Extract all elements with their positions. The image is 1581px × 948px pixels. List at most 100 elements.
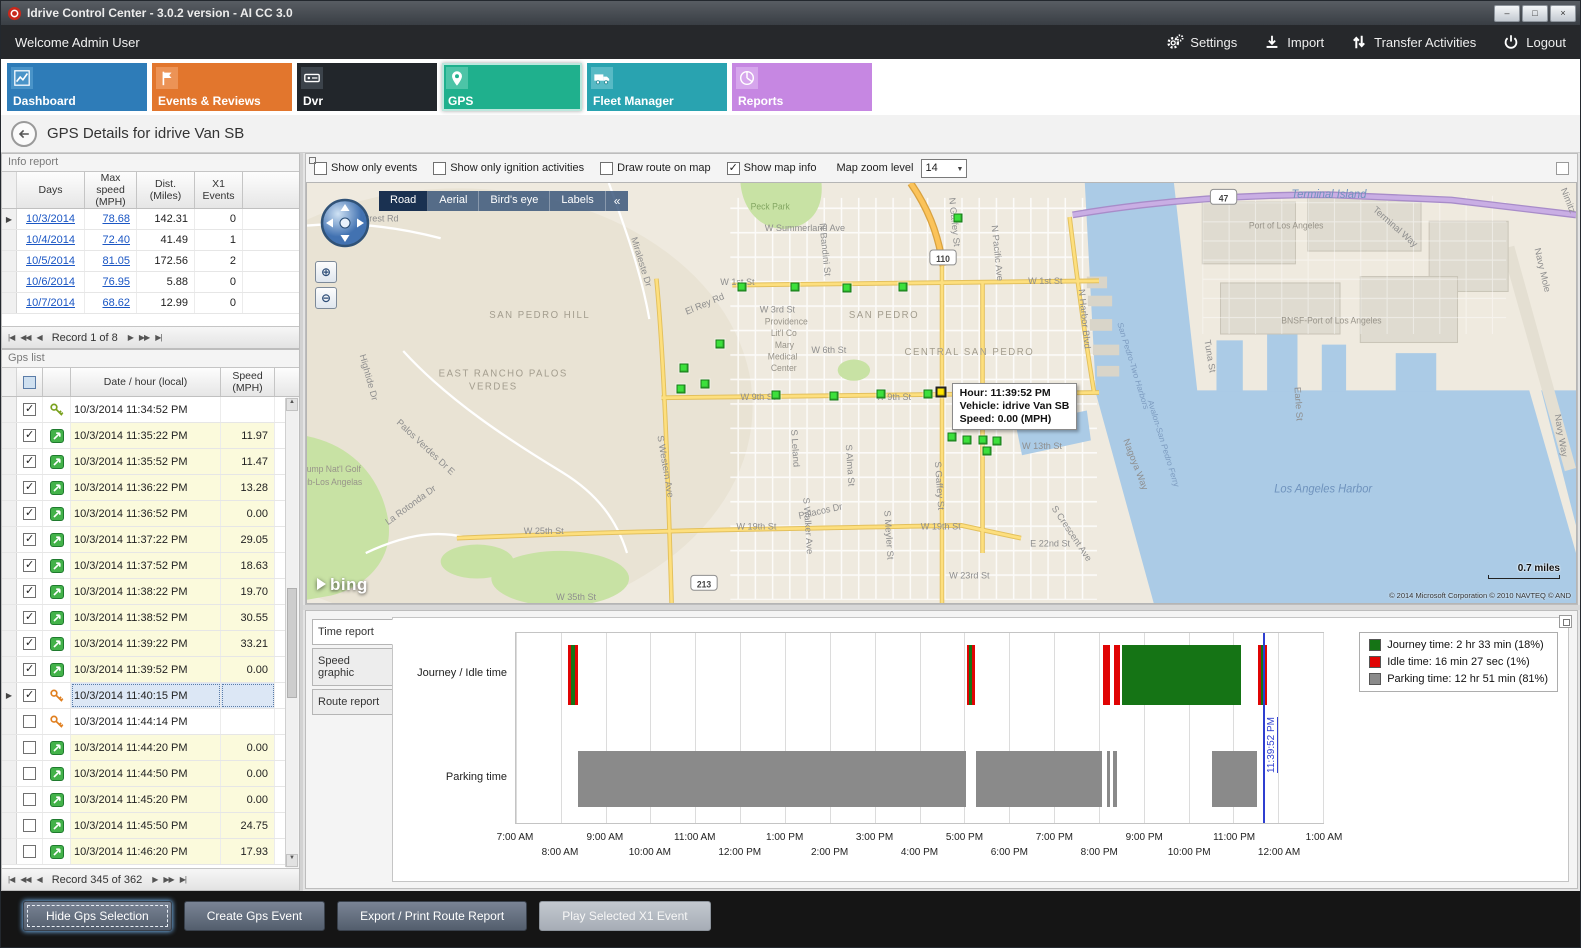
gps-marker[interactable] [676, 384, 686, 394]
table-row[interactable]: 10/3/2014 11:45:20 PM 0.00 [2, 787, 286, 813]
row-checkbox[interactable] [23, 584, 36, 598]
row-checkbox[interactable] [23, 402, 36, 416]
checkbox-cell[interactable] [17, 579, 43, 604]
row-checkbox[interactable] [23, 688, 36, 702]
map[interactable]: 110 47 213 Peck Park Crest Rd W Summerland A… [306, 182, 1577, 604]
row-checkbox[interactable] [23, 636, 36, 650]
pager-prev-button[interactable]: ◀ [36, 333, 43, 342]
bing-logo[interactable]: bing [317, 575, 368, 595]
pager-last-button[interactable]: ▶| [179, 875, 187, 884]
pager-next-button[interactable]: ▶ [127, 333, 134, 342]
show-map-info-option[interactable]: Show map info [726, 161, 816, 175]
scroll-up-button[interactable] [286, 398, 298, 411]
gps-marker[interactable] [982, 446, 992, 456]
gps-marker[interactable] [679, 363, 689, 373]
table-row[interactable]: 10/7/2014 68.62 12.99 0 [2, 293, 299, 314]
gps-marker[interactable] [953, 213, 963, 223]
back-button[interactable] [11, 120, 37, 147]
gps-marker[interactable] [992, 436, 1002, 446]
checkbox-cell[interactable] [17, 631, 43, 656]
pager-prev-button[interactable]: ◀ [36, 875, 43, 884]
date-link[interactable]: 10/6/2014 [17, 272, 85, 292]
row-checkbox[interactable] [23, 480, 36, 494]
gps-marker[interactable] [700, 379, 710, 389]
gps-marker[interactable] [842, 283, 852, 293]
pager-last-button[interactable]: ▶| [155, 333, 162, 342]
close-button[interactable]: × [1550, 4, 1576, 22]
create-gps-event-button[interactable]: Create Gps Event [183, 901, 326, 931]
column-header-x1-events[interactable]: X1 Events [195, 172, 243, 208]
row-checkbox[interactable] [23, 741, 36, 754]
table-row[interactable]: 10/6/2014 76.95 5.88 0 [2, 272, 299, 293]
scrollbar-track[interactable] [286, 411, 298, 854]
column-header-days[interactable]: Days [17, 172, 85, 208]
map-view-road-tab[interactable]: Road [379, 191, 429, 211]
scrollbar-thumb[interactable] [287, 588, 297, 699]
gps-marker[interactable] [923, 389, 933, 399]
checkbox-cell[interactable] [17, 709, 43, 734]
scroll-down-button[interactable] [286, 854, 298, 867]
checkbox-cell[interactable] [17, 761, 43, 786]
show-only-events-option[interactable]: Show only events [314, 161, 417, 175]
pager-prev-page-button[interactable]: ◀◀ [20, 875, 31, 884]
map-zoom-in-button[interactable]: ⊕ [315, 261, 337, 283]
collapse-panel-button[interactable] [1556, 161, 1569, 175]
hide-gps-selection-button[interactable]: Hide Gps Selection [23, 901, 172, 931]
table-row[interactable]: 10/3/2014 11:46:20 PM 17.93 [2, 839, 286, 865]
row-checkbox[interactable] [23, 428, 36, 442]
max-speed-link[interactable]: 78.68 [85, 209, 137, 229]
column-header-dist[interactable]: Dist. (Miles) [137, 172, 195, 208]
max-speed-link[interactable]: 68.62 [85, 293, 137, 313]
tab-time-report[interactable]: Time report [312, 619, 393, 645]
date-link[interactable]: 10/4/2014 [17, 230, 85, 250]
date-link[interactable]: 10/3/2014 [17, 209, 85, 229]
column-header-date-hour[interactable]: Date / hour (local) [71, 368, 221, 396]
checkbox-cell[interactable] [17, 683, 43, 708]
table-row[interactable]: 10/3/2014 11:45:50 PM 24.75 [2, 813, 286, 839]
max-speed-link[interactable]: 76.95 [85, 272, 137, 292]
tab-fleet-manager[interactable]: Fleet Manager [587, 63, 727, 111]
gps-marker[interactable] [962, 435, 972, 445]
settings-button[interactable]: Settings [1166, 33, 1237, 51]
row-checkbox[interactable] [23, 715, 36, 728]
gps-marker[interactable] [898, 282, 907, 292]
checkbox-cell[interactable] [17, 475, 43, 500]
row-checkbox[interactable] [23, 767, 36, 780]
transfer-activities-button[interactable]: Transfer Activities [1350, 33, 1476, 51]
gps-marker[interactable] [771, 390, 781, 400]
checkbox[interactable] [433, 161, 447, 175]
row-checkbox[interactable] [23, 819, 36, 832]
checkbox[interactable] [600, 161, 614, 175]
minimize-button[interactable]: – [1494, 4, 1520, 22]
gps-list-scrollbar[interactable] [285, 398, 298, 867]
gps-marker[interactable] [947, 432, 957, 442]
table-row[interactable]: ▶ 10/3/2014 78.68 142.31 0 [2, 209, 299, 230]
pager-next-page-button[interactable]: ▶▶ [163, 875, 174, 884]
checkbox[interactable] [314, 161, 327, 175]
map-tabs-collapse-button[interactable]: « [613, 194, 621, 208]
row-checkbox[interactable] [23, 662, 36, 676]
map-view-birdseye-tab[interactable]: Bird's eye [479, 191, 551, 211]
select-all-header[interactable] [17, 368, 43, 396]
show-only-ignition-option[interactable]: Show only ignition activities [433, 161, 584, 175]
pager-prev-page-button[interactable]: ◀◀ [20, 333, 31, 342]
selected-gps-marker[interactable] [935, 386, 947, 398]
row-checkbox[interactable] [23, 506, 36, 520]
table-row[interactable]: 10/3/2014 11:39:52 PM0.00 [2, 657, 286, 683]
play-selected-x1-event-button[interactable]: Play Selected X1 Event [539, 901, 711, 931]
tab-route-report[interactable]: Route report [312, 689, 393, 715]
date-link[interactable]: 10/7/2014 [17, 293, 85, 313]
checkbox-cell[interactable] [17, 501, 43, 526]
map-compass-control[interactable] [319, 197, 371, 254]
checkbox-cell[interactable] [17, 839, 43, 864]
gps-marker[interactable] [876, 389, 886, 399]
table-row[interactable]: 10/3/2014 11:36:52 PM0.00 [2, 501, 286, 527]
checkbox-cell[interactable] [17, 813, 43, 838]
